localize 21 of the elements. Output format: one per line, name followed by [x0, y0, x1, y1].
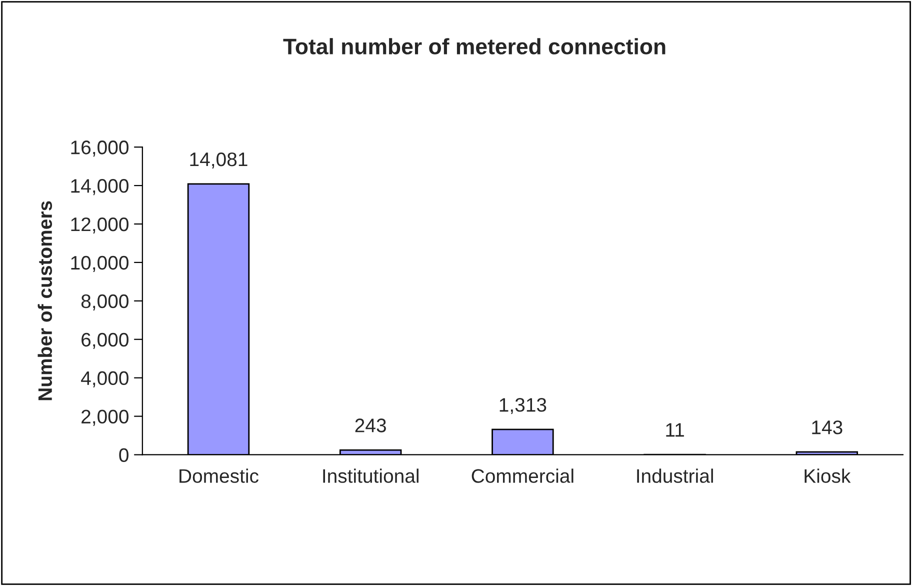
data-label: 143 [812, 420, 842, 434]
y-tick-label: 10,000 [71, 256, 128, 272]
x-tick-label: Domestic [180, 468, 258, 483]
data-label: 243 [355, 418, 386, 432]
y-axis-title: Number of customers [38, 201, 52, 400]
x-tick-label: Industrial [637, 468, 713, 483]
chart-title: Total number of metered connection [283, 38, 666, 54]
y-tick-label: 4,000 [81, 371, 128, 388]
y-tick-label: 8,000 [81, 294, 128, 310]
y-tick-label: 14,000 [71, 179, 128, 196]
y-tick-label: 2,000 [82, 410, 128, 426]
y-tick-label: 16,000 [71, 140, 128, 157]
y-tick-label: 6,000 [82, 332, 128, 349]
x-tick-label: Institutional [323, 468, 418, 483]
y-tick-label: 12,000 [71, 217, 128, 234]
data-label: 11 [666, 423, 684, 437]
x-tick-label: Commercial [472, 468, 574, 483]
y-tick-label: 0 [119, 448, 128, 462]
x-tick-label: Kiosk [804, 468, 851, 483]
data-label: 14,081 [190, 152, 248, 169]
data-label: 1,313 [500, 398, 546, 414]
